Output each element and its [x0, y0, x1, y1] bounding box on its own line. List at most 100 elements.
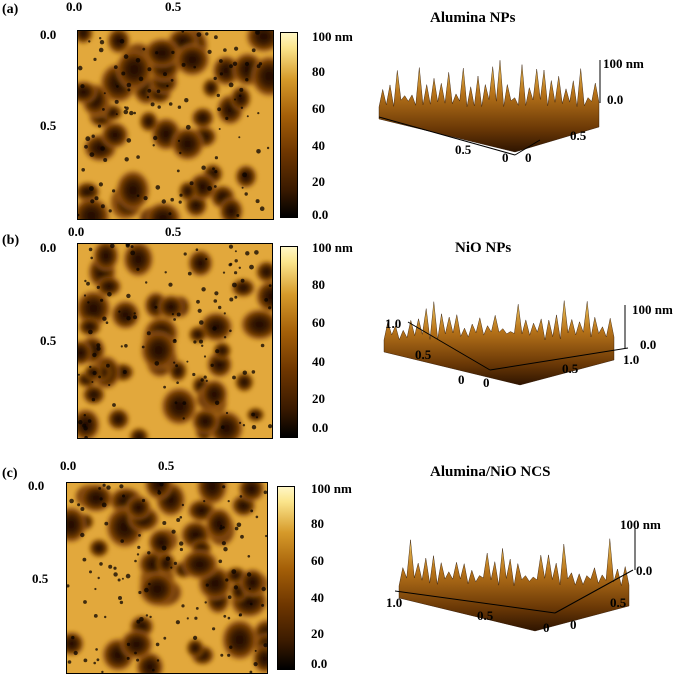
afm-pore: [91, 134, 95, 138]
afm-pore: [268, 284, 272, 287]
afm-pore: [223, 48, 227, 52]
afm-pore: [100, 146, 105, 151]
afm-pore: [134, 651, 137, 655]
afm-pore: [91, 397, 96, 402]
afm-pore: [126, 293, 131, 299]
afm-grain: [239, 567, 266, 598]
afm-pore: [163, 385, 166, 389]
afm-pore: [233, 585, 238, 590]
afm-pore: [205, 379, 208, 382]
afm-pore: [97, 124, 102, 128]
afm-pore: [122, 494, 125, 498]
afm-pore: [133, 111, 136, 115]
afm-pore: [108, 383, 111, 387]
afm-grain: [122, 244, 155, 278]
panel-a-xtick-0: 0.0: [66, 0, 83, 14]
afm-pore: [177, 105, 182, 109]
afm-pore: [214, 35, 218, 40]
afm-pore: [227, 653, 231, 657]
afm-pore: [108, 564, 113, 569]
panel-c-label: (c): [2, 466, 18, 481]
afm-pore: [225, 411, 229, 415]
panel-a-label: (a): [2, 2, 19, 17]
afm-pore: [138, 76, 144, 82]
afm-pore: [238, 136, 241, 139]
afm-pore: [134, 559, 137, 563]
afm-pore: [93, 661, 96, 665]
afm-pore: [136, 619, 141, 624]
afm-pore: [119, 484, 124, 489]
afm-pore: [193, 65, 196, 69]
afm-pore: [137, 545, 141, 549]
afm-pore: [168, 282, 173, 287]
afm-pore: [201, 344, 204, 347]
afm-grain: [180, 548, 220, 581]
panel-a-ytick-0: 0.0: [40, 27, 57, 42]
afm-pore: [96, 285, 100, 289]
afm-pore: [141, 345, 145, 349]
afm-grain: [254, 279, 272, 314]
afm-pore: [223, 547, 228, 552]
afm-pore: [229, 297, 234, 302]
afm-pore: [84, 144, 88, 149]
afm-pore: [245, 78, 249, 82]
afm-grain: [245, 31, 273, 54]
afm-grain: [78, 31, 94, 45]
afm-pore: [90, 256, 93, 260]
afm-pore: [239, 495, 243, 498]
afm-pore: [155, 185, 161, 190]
afm-pore: [126, 656, 130, 660]
afm-pore: [146, 331, 151, 336]
panel-c-cbar-40: 40: [311, 590, 324, 605]
afm-pore: [181, 62, 186, 67]
afm-grain: [234, 371, 255, 393]
panel-b-left-tick-1: 0.5: [415, 347, 432, 362]
panel-b-xtick-1: 0.5: [165, 224, 182, 239]
afm-pore: [171, 313, 174, 316]
afm-pore: [182, 401, 187, 405]
afm-pore: [105, 321, 109, 324]
afm-pore: [99, 497, 103, 501]
afm-pore: [239, 87, 244, 92]
afm-pore: [223, 336, 227, 339]
afm-pore: [113, 65, 118, 69]
afm-grain: [110, 299, 141, 331]
afm-pore: [96, 343, 101, 348]
panel-c-cbar-60: 60: [311, 553, 324, 568]
afm-pore: [234, 295, 238, 299]
afm-grain: [212, 341, 232, 360]
afm-pore: [67, 660, 72, 664]
panel-c-xtick-0: 0.0: [60, 458, 77, 473]
afm-pore: [104, 615, 107, 619]
panel-b-cbar-20: 20: [312, 391, 325, 406]
panel-c-ztop: 100 nm: [620, 517, 661, 532]
afm-pore: [187, 271, 192, 276]
panel-a-side-tick-0: 0: [525, 150, 532, 165]
afm-pore: [117, 578, 121, 582]
afm-pore: [133, 312, 136, 315]
afm-pore: [103, 92, 106, 95]
afm-pore: [231, 569, 237, 574]
afm-pore: [255, 31, 260, 35]
afm-pore: [261, 586, 266, 592]
afm-pore: [83, 426, 88, 431]
afm-pore: [238, 266, 241, 269]
afm-grain: [204, 506, 234, 542]
afm-pore: [246, 115, 249, 118]
afm-grain: [106, 407, 130, 431]
afm-pore: [219, 72, 223, 76]
afm-grain: [157, 294, 186, 320]
afm-pore: [101, 670, 104, 673]
afm-pore: [83, 600, 87, 604]
afm-grain: [246, 407, 265, 423]
afm-pore: [94, 587, 97, 591]
panel-b-cbar-100: 100 nm: [312, 240, 353, 255]
afm-pore: [143, 196, 148, 201]
afm-pore: [138, 590, 142, 595]
afm-pore: [179, 516, 183, 519]
afm-pore: [89, 152, 95, 157]
afm-pore: [244, 61, 250, 67]
afm-pore: [85, 136, 91, 142]
afm-pore: [121, 71, 126, 76]
afm-pore: [248, 587, 251, 590]
